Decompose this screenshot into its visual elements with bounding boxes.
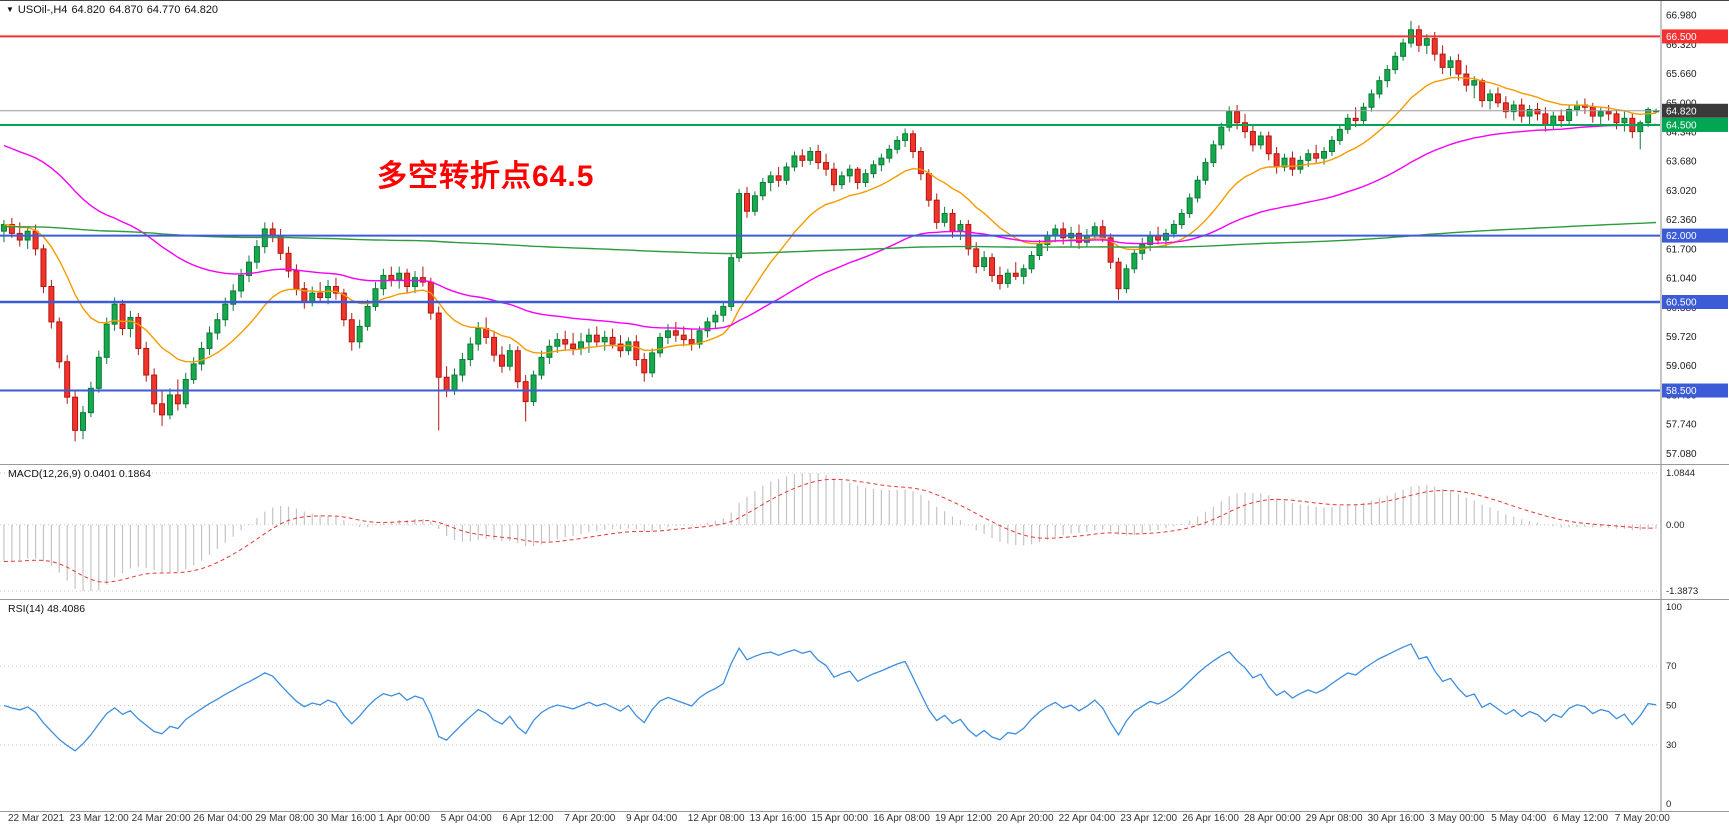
time-tick-label: 28 Apr 00:00 [1244, 813, 1301, 824]
price-tick-label: 59.720 [1666, 332, 1697, 343]
price-badge-62.000-label: 62.000 [1666, 231, 1697, 242]
rsi-tick-label: 50 [1666, 701, 1677, 712]
ohlc-close: 64.820 [184, 4, 219, 16]
moving-averages-group [3, 76, 1657, 363]
macd-tick-label: -1.3873 [1666, 586, 1698, 597]
ma-line-slow [3, 221, 1657, 255]
time-tick-label: 5 May 04:00 [1491, 813, 1547, 824]
ma-line-medium [3, 123, 1657, 330]
time-tick-label: 6 May 12:00 [1553, 813, 1609, 824]
chart-marker-icon: ▼ [6, 5, 14, 14]
price-tick-label: 61.040 [1666, 274, 1697, 285]
time-tick-label: 29 Mar 08:00 [255, 813, 315, 824]
macd-tick-label: 0.00 [1666, 520, 1685, 531]
level-lines-group[interactable] [0, 35, 1660, 392]
rsi-tick-label: 0 [1666, 799, 1671, 810]
price-chart-panel[interactable]: 66.98066.32065.66065.00064.34063.68063.0… [0, 0, 1729, 465]
current-price-badge [1662, 103, 1728, 118]
price-tick-label: 59.060 [1666, 361, 1697, 372]
time-tick-label: 7 Apr 20:00 [564, 813, 616, 824]
price-tick-label: 63.020 [1666, 186, 1697, 197]
macd-signal-line [3, 478, 1657, 583]
rsi-tick-label: 30 [1666, 740, 1677, 751]
price-tick-label: 66.980 [1666, 11, 1697, 22]
time-tick-label: 9 Apr 04:00 [626, 813, 678, 824]
time-tick-label: 30 Mar 16:00 [317, 813, 376, 824]
time-tick-label: 19 Apr 12:00 [935, 813, 992, 824]
time-tick-label: 22 Mar 2021 [8, 813, 65, 824]
rsi-line [3, 643, 1657, 752]
price-tick-label: 62.360 [1666, 215, 1697, 226]
price-tick-label: 61.700 [1666, 244, 1697, 255]
time-tick-label: 1 Apr 00:00 [378, 813, 430, 824]
price-tick-label: 63.680 [1666, 157, 1697, 168]
time-tick-label: 13 Apr 16:00 [749, 813, 807, 824]
time-tick-label: 24 Mar 20:00 [131, 813, 191, 824]
price-badge-66.500-label: 66.500 [1666, 32, 1697, 43]
time-tick-label: 12 Apr 08:00 [687, 813, 745, 824]
candles-group [0, 20, 1660, 442]
time-tick-label: 23 Mar 12:00 [69, 813, 129, 824]
annotation-text[interactable]: 多空转折点64.5 [377, 160, 595, 193]
time-tick-label: 26 Apr 16:00 [1182, 813, 1239, 824]
price-badge-60.500 [1662, 294, 1728, 309]
ma-line-fast [3, 76, 1657, 363]
price-scale[interactable]: 66.98066.32065.66065.00064.34063.68063.0… [1660, 1, 1728, 464]
time-tick-label: 30 Apr 16:00 [1367, 813, 1425, 824]
rsi-label: RSI(14) 48.4086 [8, 603, 86, 615]
time-tick-label: 7 May 20:00 [1614, 813, 1670, 824]
price-tick-label: 66.320 [1666, 40, 1697, 51]
price-tick-label: 64.340 [1666, 128, 1697, 139]
rsi-tick-label: 100 [1666, 602, 1682, 613]
price-tick-label: 57.080 [1666, 449, 1697, 460]
time-tick-label: 22 Apr 04:00 [1058, 813, 1116, 824]
price-badge-64.500-label: 64.500 [1666, 120, 1697, 131]
time-tick-label: 16 Apr 08:00 [873, 813, 930, 824]
time-tick-label: 26 Mar 04:00 [193, 813, 253, 824]
time-tick-label: 3 May 00:00 [1429, 813, 1485, 824]
price-badge-66.500 [1662, 29, 1728, 44]
rsi-canvas[interactable]: 100 70 50 30 0 [0, 600, 1729, 811]
rsi-tick-label: 70 [1666, 661, 1677, 672]
ohlc-open: 64.820 [71, 4, 106, 16]
macd-panel[interactable]: 1.0844 0.00 -1.3873 MACD(12,26,9) 0.0401 0… [0, 465, 1729, 600]
price-badge-60.500-label: 60.500 [1666, 297, 1697, 308]
time-tick-label: 23 Apr 12:00 [1120, 813, 1178, 824]
chart-title: ▼ USOil-,H4 64.820 64.870 64.770 64.820 [6, 4, 222, 16]
macd-canvas[interactable]: 1.0844 0.00 -1.3873 [0, 465, 1729, 599]
price-badge-64.500 [1662, 117, 1728, 132]
time-tick-label: 5 Apr 04:00 [440, 813, 492, 824]
price-tick-label: 65.660 [1666, 69, 1697, 80]
time-tick-label: 6 Apr 12:00 [502, 813, 554, 824]
price-badge-58.500-label: 58.500 [1666, 386, 1697, 397]
time-axis[interactable]: 22 Mar 2021 23 Mar 12:00 24 Mar 20:00 26 Ma… [0, 812, 1729, 827]
ohlc-low: 64.770 [146, 4, 181, 16]
price-chart-canvas[interactable]: 66.98066.32065.66065.00064.34063.68063.0… [0, 1, 1729, 464]
macd-label: MACD(12,26,9) 0.0401 0.1864 [8, 468, 152, 480]
macd-tick-label: 1.0844 [1666, 468, 1695, 479]
price-badge-58.500 [1662, 383, 1728, 398]
rsi-panel[interactable]: 100 70 50 30 0 RSI(14) 48.4086 [0, 600, 1729, 812]
chart-symbol: USOil-,H4 [17, 4, 68, 16]
macd-guides: 1.0844 0.00 -1.3873 [0, 468, 1698, 597]
price-tick-label: 57.740 [1666, 420, 1697, 431]
price-badge-62.000 [1662, 228, 1728, 243]
time-tick-label: 20 Apr 20:00 [996, 813, 1054, 824]
time-tick-label: 15 Apr 00:00 [811, 813, 869, 824]
macd-histogram [3, 473, 1657, 591]
time-tick-label: 29 Apr 08:00 [1305, 813, 1363, 824]
ohlc-high: 64.870 [109, 4, 143, 16]
current-price-badge-label: 64.820 [1666, 106, 1697, 117]
